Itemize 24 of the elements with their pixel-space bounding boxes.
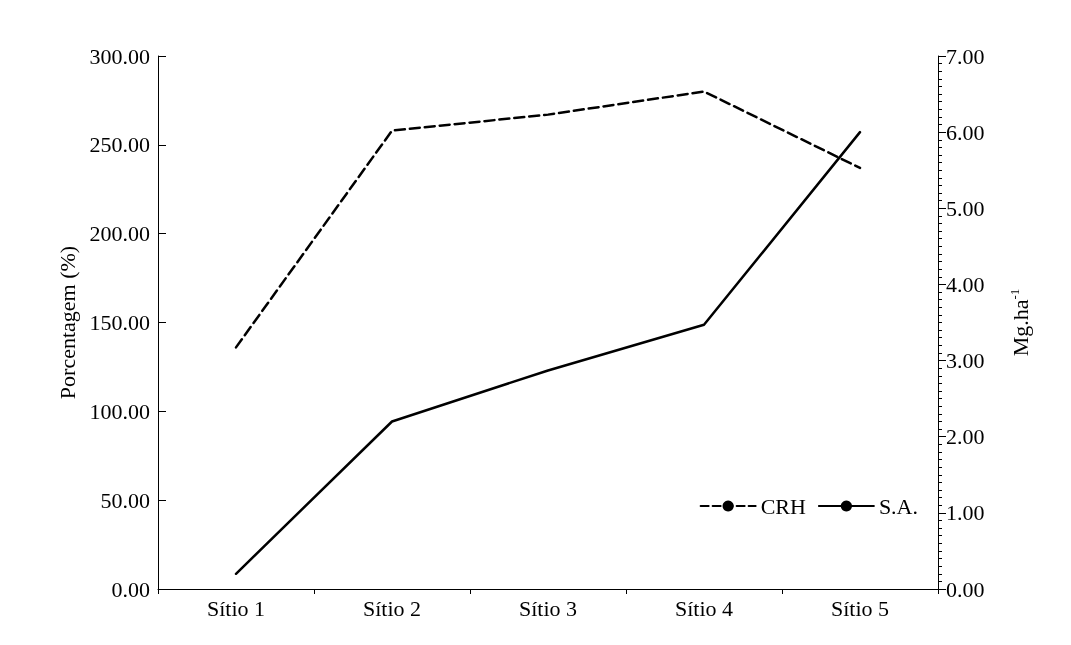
y-tick-label: 300.00 bbox=[89, 43, 150, 69]
x-tick-label: Sítio 5 bbox=[830, 595, 890, 621]
y-tick-label: 250.00 bbox=[89, 132, 150, 158]
x-tick-label: Sítio 1 bbox=[206, 595, 266, 621]
y-tick-label: 0.00 bbox=[111, 576, 150, 602]
x-tick-label: Sítio 4 bbox=[674, 595, 734, 621]
y2-tick-label: 5.00 bbox=[946, 195, 985, 221]
y2-tick-label: 3.00 bbox=[946, 348, 985, 374]
legend-label: CRH bbox=[760, 493, 806, 519]
y2-tick-label: 2.00 bbox=[946, 424, 985, 450]
legend-label: S.A. bbox=[878, 493, 918, 519]
y-tick-label: 200.00 bbox=[89, 221, 150, 247]
y2-axis-title: Mg.ha-1 bbox=[1007, 288, 1033, 357]
y-tick-label: 100.00 bbox=[89, 398, 150, 424]
y2-tick-label: 7.00 bbox=[946, 43, 985, 69]
y2-tick-label: 4.00 bbox=[946, 271, 985, 297]
y2-tick-label: 0.00 bbox=[946, 576, 985, 602]
y-tick-label: 50.00 bbox=[100, 487, 150, 513]
y2-tick-label: 6.00 bbox=[946, 119, 985, 145]
y-tick-label: 150.00 bbox=[89, 310, 150, 335]
x-tick-label: Sítio 3 bbox=[518, 595, 578, 621]
y2-tick-label: 1.00 bbox=[946, 500, 985, 526]
y-axis-title: Porcentagem (%) bbox=[55, 245, 81, 400]
x-tick-label: Sítio 2 bbox=[362, 595, 422, 621]
